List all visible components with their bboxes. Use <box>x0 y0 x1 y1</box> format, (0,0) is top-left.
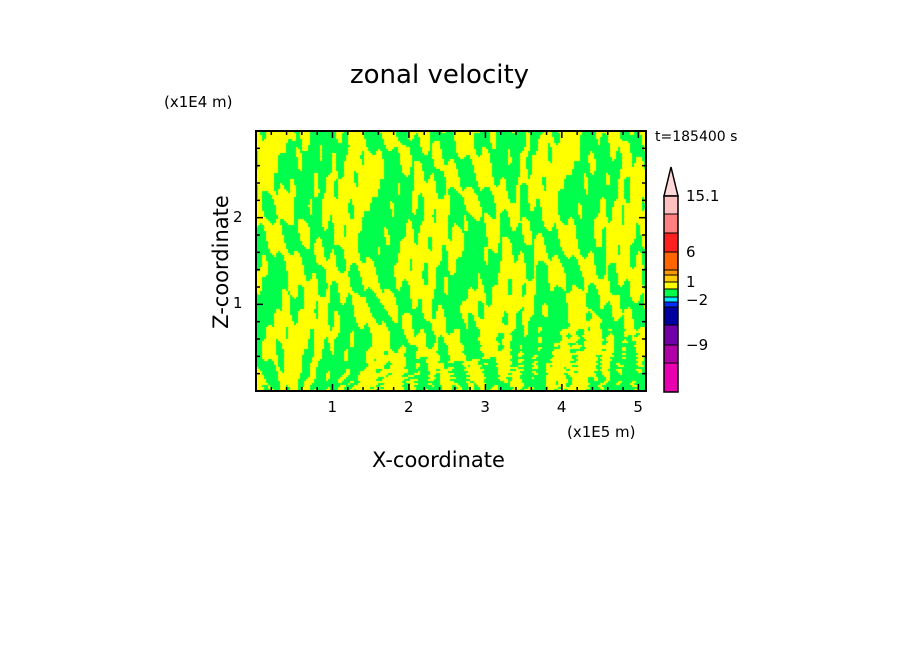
colorbar-segment <box>663 324 679 346</box>
colorbar-frame <box>663 195 679 393</box>
colorbar-label: −9 <box>686 336 709 354</box>
colorbar-segment <box>663 269 679 276</box>
colorbar-segment <box>663 301 679 308</box>
colorbar-label: 1 <box>686 273 696 291</box>
y-unit-label: (x1E4 m) <box>164 93 233 111</box>
colorbar-segment <box>663 288 679 298</box>
colorbar-segment <box>663 281 679 290</box>
colorbar-segment <box>663 195 679 215</box>
colorbar-segment <box>663 362 679 393</box>
y-tick-label: 1 <box>233 294 243 313</box>
velocity-field-heatmap <box>256 131 646 391</box>
colorbar-segment <box>663 232 679 253</box>
chart-title: zonal velocity <box>350 60 530 90</box>
x-axis-label: X-coordinate <box>372 448 505 472</box>
colorbar-segment <box>663 274 679 283</box>
colorbar-segment <box>663 296 679 303</box>
colorbar-segment <box>663 251 679 271</box>
colorbar-extend-triangle <box>663 166 679 197</box>
colorbar-label: 15.1 <box>686 187 720 205</box>
colorbar-label: −2 <box>686 291 709 309</box>
colorbar-segment <box>663 213 679 234</box>
colorbar-segment <box>663 306 679 326</box>
colorbar-segment <box>663 344 679 364</box>
time-label: t=185400 s <box>655 129 738 145</box>
x-tick-label: 4 <box>556 398 567 416</box>
colorbar-label: 6 <box>686 243 696 261</box>
x-tick-label: 2 <box>403 398 414 416</box>
x-tick-label: 1 <box>327 398 338 416</box>
x-unit-label: (x1E5 m) <box>567 423 636 441</box>
x-tick-label: 3 <box>480 398 490 416</box>
plot-frame <box>255 130 647 392</box>
y-tick-label: 2 <box>233 207 243 226</box>
x-tick-label: 5 <box>633 398 643 416</box>
